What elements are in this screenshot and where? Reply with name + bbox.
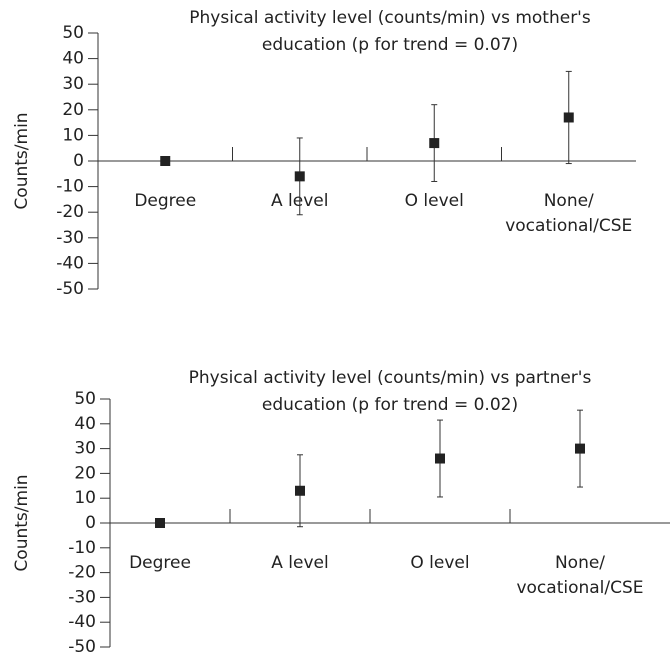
chart-title: Physical activity level (counts/min) vs … bbox=[189, 368, 592, 415]
point bbox=[563, 112, 574, 123]
x-tick-label: O level bbox=[405, 191, 464, 211]
y-tick-label: -40 bbox=[68, 612, 96, 632]
x-tick-label: None/vocational/CSE bbox=[505, 191, 632, 236]
point bbox=[295, 485, 305, 496]
chart-title: Physical activity level (counts/min) vs … bbox=[189, 8, 591, 55]
x-tick-label: A level bbox=[271, 553, 328, 573]
point bbox=[429, 138, 440, 149]
y-tick-label: 40 bbox=[62, 49, 84, 69]
y-axis-label: Counts/min bbox=[12, 474, 32, 571]
x-tick-label: None/vocational/CSE bbox=[516, 553, 643, 598]
point bbox=[160, 156, 171, 166]
y-tick-label: 10 bbox=[62, 125, 84, 145]
y-tick-label: -10 bbox=[56, 177, 84, 197]
y-tick-label: 40 bbox=[74, 414, 96, 434]
y-tick-label: 0 bbox=[85, 513, 96, 533]
x-tick-label: O level bbox=[410, 553, 469, 573]
y-tick-label: -30 bbox=[68, 587, 96, 607]
y-tick-label: -20 bbox=[68, 563, 96, 583]
y-tick-label: 0 bbox=[73, 151, 84, 171]
point bbox=[294, 171, 305, 182]
y-tick-label: 50 bbox=[62, 23, 84, 43]
y-tick-label: 50 bbox=[74, 389, 96, 409]
y-tick-label: -30 bbox=[56, 228, 84, 248]
y-tick-label: -50 bbox=[56, 279, 84, 299]
y-tick-label: 20 bbox=[74, 463, 96, 483]
y-tick-label: -40 bbox=[56, 253, 84, 273]
y-axis-label: Counts/min bbox=[12, 112, 32, 209]
point bbox=[575, 443, 585, 454]
x-tick-label: Degree bbox=[134, 191, 196, 211]
y-tick-label: 20 bbox=[62, 100, 84, 120]
y-tick-label: -20 bbox=[56, 202, 84, 222]
y-tick-label: 30 bbox=[74, 439, 96, 459]
y-tick-label: 10 bbox=[74, 488, 96, 508]
point bbox=[435, 453, 445, 464]
x-tick-label: Degree bbox=[129, 553, 191, 573]
y-tick-label: -10 bbox=[68, 538, 96, 558]
y-tick-label: -50 bbox=[68, 637, 96, 656]
y-tick-label: 30 bbox=[62, 74, 84, 94]
point bbox=[155, 518, 165, 528]
